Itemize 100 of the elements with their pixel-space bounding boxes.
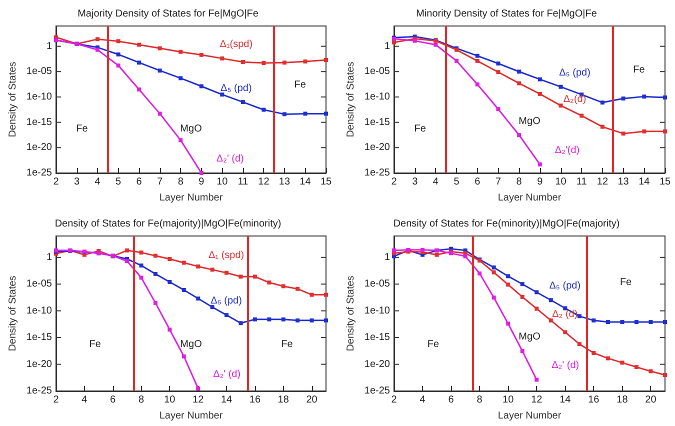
x-tick-label: 12 xyxy=(596,176,608,188)
x-tick-label: 18 xyxy=(616,394,628,406)
x-tick-label: 2 xyxy=(391,176,398,188)
y-axis-title: Density of States xyxy=(8,62,18,138)
y-tick-label: 1e-05 xyxy=(364,278,390,290)
series-label: Δ₂(d) xyxy=(563,94,586,106)
y-tick-label: 1e-15 xyxy=(364,332,390,344)
y-tick-label: 1 xyxy=(384,252,390,263)
x-tick-label: 5 xyxy=(116,176,122,188)
x-tick-label: 9 xyxy=(537,176,544,188)
x-tick-label: 14 xyxy=(220,394,233,406)
chart-title: Majority Density of States for Fe|MgO|Fe xyxy=(78,8,259,20)
chart-title: Density of States for Fe(majority)|MgO|Fe(minority) xyxy=(54,218,282,230)
series-label: Δ₂' (d) xyxy=(216,154,244,164)
x-tick-label: 14 xyxy=(638,176,650,188)
y-tick-label: 1e-10 xyxy=(26,91,52,102)
x-tick-label: 6 xyxy=(448,394,454,406)
annotation: Fe xyxy=(414,123,426,134)
x-tick-label: 12 xyxy=(192,394,204,406)
x-axis-title: Layer Number xyxy=(498,410,562,422)
x-tick-label: 4 xyxy=(432,176,439,188)
x-tick-label: 6 xyxy=(474,176,481,188)
y-tick-label: 1 xyxy=(384,40,390,52)
x-tick-label: 11 xyxy=(576,176,588,188)
y-axis-title: Density of States xyxy=(8,276,18,352)
chart-title: Minority Density of States for Fe|MgO|Fe xyxy=(416,8,598,20)
annotation: Fe xyxy=(633,64,646,76)
annotation: Fe xyxy=(427,339,440,350)
y-tick-label: 1e-25 xyxy=(26,168,52,178)
y-tick-label: 1e-15 xyxy=(26,332,52,344)
x-tick-label: 15 xyxy=(659,176,671,188)
y-axis-title: Density of States xyxy=(346,62,356,138)
series-label: Δ₂ (d) xyxy=(552,308,578,320)
annotation: Fe xyxy=(281,339,294,350)
series-label: Δ₂'(d) xyxy=(554,144,580,156)
x-tick-label: 8 xyxy=(476,394,483,406)
x-tick-label: 5 xyxy=(454,176,460,188)
x-tick-label: 13 xyxy=(618,176,630,188)
x-tick-label: 10 xyxy=(164,394,176,406)
x-tick-label: 8 xyxy=(178,176,184,188)
y-tick-label: 1e-10 xyxy=(364,305,390,316)
y-tick-label: 1e-20 xyxy=(26,358,52,370)
series-label: Δ₂' (d) xyxy=(552,360,580,372)
x-tick-label: 18 xyxy=(278,394,290,406)
y-tick-label: 1e-15 xyxy=(26,116,52,128)
y-tick-label: 1 xyxy=(46,252,52,263)
x-tick-label: 2 xyxy=(53,394,60,406)
series-label: Δ₅ (pd) xyxy=(559,67,590,78)
x-tick-label: 6 xyxy=(136,176,142,188)
y-tick-label: 1e-05 xyxy=(26,66,52,78)
x-tick-label: 8 xyxy=(138,394,144,406)
series-label: Δ₅ (pd) xyxy=(210,296,242,307)
y-tick-label: 1e-20 xyxy=(26,142,52,154)
x-tick-label: 4 xyxy=(82,394,88,406)
y-tick-label: 1e-25 xyxy=(364,168,390,178)
y-tick-label: 1e-25 xyxy=(26,386,52,396)
y-tick-label: 1e-25 xyxy=(364,386,390,396)
x-tick-label: 10 xyxy=(555,176,567,188)
x-tick-label: 20 xyxy=(306,394,318,406)
y-tick-label: 1e-20 xyxy=(364,358,390,370)
y-tick-label: 1e-10 xyxy=(364,91,390,102)
y-tick-label: 1 xyxy=(46,40,52,52)
x-tick-label: 3 xyxy=(74,176,80,188)
annotation: Fe xyxy=(294,79,306,90)
y-tick-label: 1e-05 xyxy=(26,278,52,290)
series-label: Δ₅ (pd) xyxy=(549,280,581,292)
y-tick-label: 1e-20 xyxy=(364,142,390,154)
y-tick-label: 1e-05 xyxy=(364,66,390,78)
x-tick-label: 10 xyxy=(502,394,514,406)
annotation: MgO xyxy=(180,123,202,134)
series-label: Δ₅ (pd) xyxy=(220,83,252,94)
y-tick-label: 1e-15 xyxy=(364,116,390,128)
x-tick-label: 4 xyxy=(420,394,426,406)
x-tick-label: 2 xyxy=(391,394,398,406)
x-tick-label: 20 xyxy=(645,394,657,406)
x-tick-label: 16 xyxy=(249,394,261,406)
x-tick-label: 7 xyxy=(157,176,164,188)
x-tick-label: 12 xyxy=(258,176,270,188)
annotation: Fe xyxy=(76,123,88,134)
x-axis-title: Layer Number xyxy=(159,192,224,204)
x-tick-label: 12 xyxy=(531,394,543,406)
x-tick-label: 14 xyxy=(300,176,312,188)
x-axis-title: Layer Number xyxy=(159,410,224,422)
x-tick-label: 14 xyxy=(560,394,572,406)
x-tick-label: 4 xyxy=(94,176,101,188)
annotation: Fe xyxy=(620,277,632,288)
x-tick-label: 7 xyxy=(495,176,502,188)
annotation: Fe xyxy=(89,339,102,350)
x-tick-label: 10 xyxy=(216,176,228,188)
x-tick-label: 11 xyxy=(238,176,249,188)
x-tick-label: 3 xyxy=(412,176,418,188)
annotation: MgO xyxy=(180,339,202,350)
series-label: Δ₁(spd) xyxy=(220,38,253,50)
x-tick-label: 9 xyxy=(198,176,205,188)
x-tick-label: 16 xyxy=(588,394,600,406)
x-tick-label: 15 xyxy=(320,176,332,188)
x-tick-label: 6 xyxy=(110,394,116,406)
y-axis-title: Density of States xyxy=(346,276,356,352)
y-tick-label: 1e-10 xyxy=(26,305,52,316)
series-label: Δ₂' (d) xyxy=(213,368,241,380)
